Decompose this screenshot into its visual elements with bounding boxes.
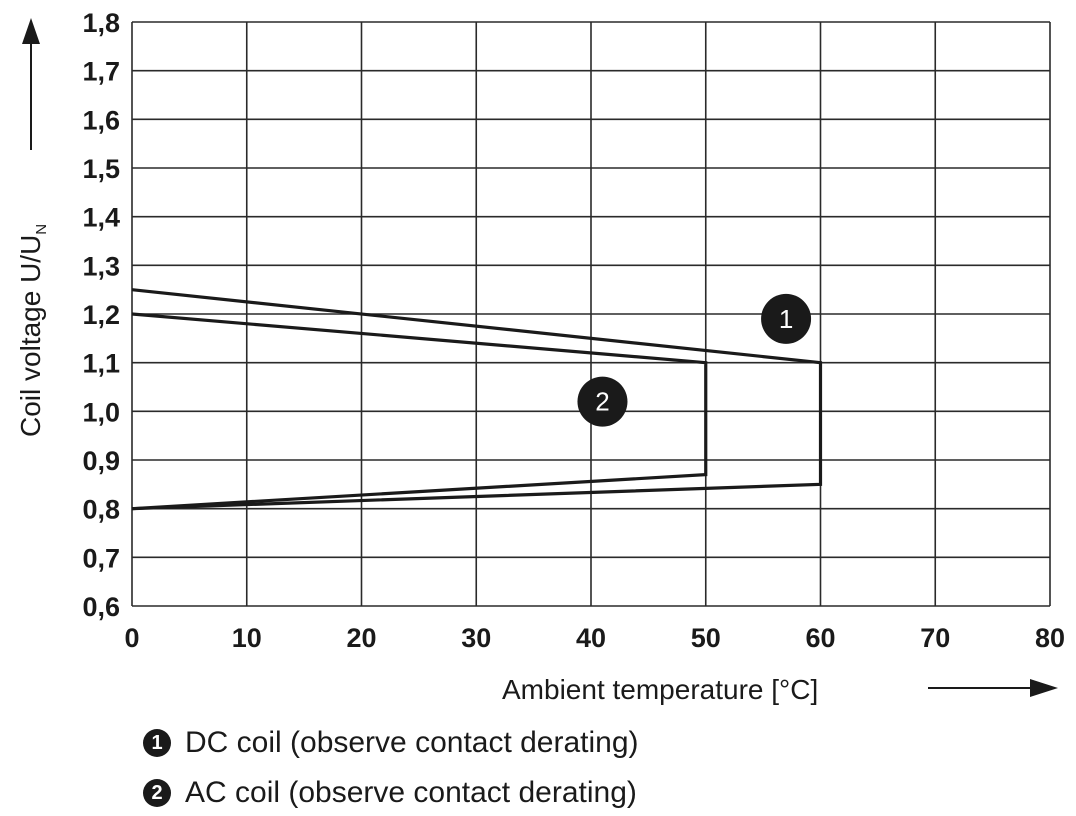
- legend-text-ac: AC coil (observe contact derating): [185, 776, 637, 809]
- y-tick-label: 1,2: [82, 300, 120, 330]
- x-tick-label: 10: [232, 623, 262, 653]
- series-line-1: [131, 288, 823, 511]
- y-axis-arrow-head: [22, 18, 40, 44]
- x-tick-label: 20: [346, 623, 376, 653]
- y-tick-label: 1,5: [82, 154, 120, 184]
- y-tick-label: 0,7: [82, 543, 120, 573]
- annotation-badge-1: [761, 293, 812, 344]
- y-tick-label: 1,1: [82, 349, 120, 379]
- legend-item-dc: 1 DC coil (observe contact derating): [143, 726, 639, 760]
- series-lines: [131, 288, 823, 511]
- y-tick-label: 0,9: [82, 446, 120, 476]
- x-tick-label: 0: [124, 623, 139, 653]
- x-tick-label: 40: [576, 623, 606, 653]
- x-tick-label: 30: [461, 623, 491, 653]
- x-tick-label: 80: [1035, 623, 1065, 653]
- x-axis-title: Ambient temperature [°C]: [502, 674, 1058, 705]
- annotation-label-2: 2: [595, 387, 609, 417]
- y-tick-label: 1,8: [82, 8, 120, 38]
- x-tick-label: 50: [691, 623, 721, 653]
- legend-marker-2: 2: [143, 779, 171, 807]
- x-axis-label: Ambient temperature [°C]: [502, 674, 818, 705]
- y-tick-label: 1,7: [82, 57, 120, 87]
- y-tick-label: 1,3: [82, 251, 120, 281]
- x-tick-label: 70: [920, 623, 950, 653]
- annotation-label-1: 1: [779, 304, 793, 334]
- x-tick-label: 60: [805, 623, 835, 653]
- y-tick-label: 0,6: [82, 592, 120, 622]
- grid: [131, 21, 1051, 607]
- legend-item-ac: 2 AC coil (observe contact derating): [143, 776, 637, 810]
- y-tick-label: 1,4: [82, 203, 120, 233]
- tick-labels: 0 10 20 30 40 50 60 70 80 0,6 0,7 0,8 0,9 1,0 1,1 1,2 1,…: [82, 8, 1065, 653]
- y-tick-label: 1,0: [82, 397, 120, 427]
- y-axis-label: Coil voltage U/UN: [15, 224, 50, 437]
- legend-text-dc: DC coil (observe contact derating): [185, 726, 639, 759]
- y-tick-label: 0,8: [82, 495, 120, 525]
- x-axis-arrow-head: [1030, 679, 1058, 697]
- y-axis-title: Coil voltage U/UN: [15, 18, 50, 437]
- annotation-badge-2: [577, 376, 628, 427]
- y-tick-label: 1,6: [82, 105, 120, 135]
- series-line-2: [131, 312, 708, 511]
- legend-marker-1: 1: [143, 729, 171, 757]
- series-annotations: 12: [577, 293, 812, 427]
